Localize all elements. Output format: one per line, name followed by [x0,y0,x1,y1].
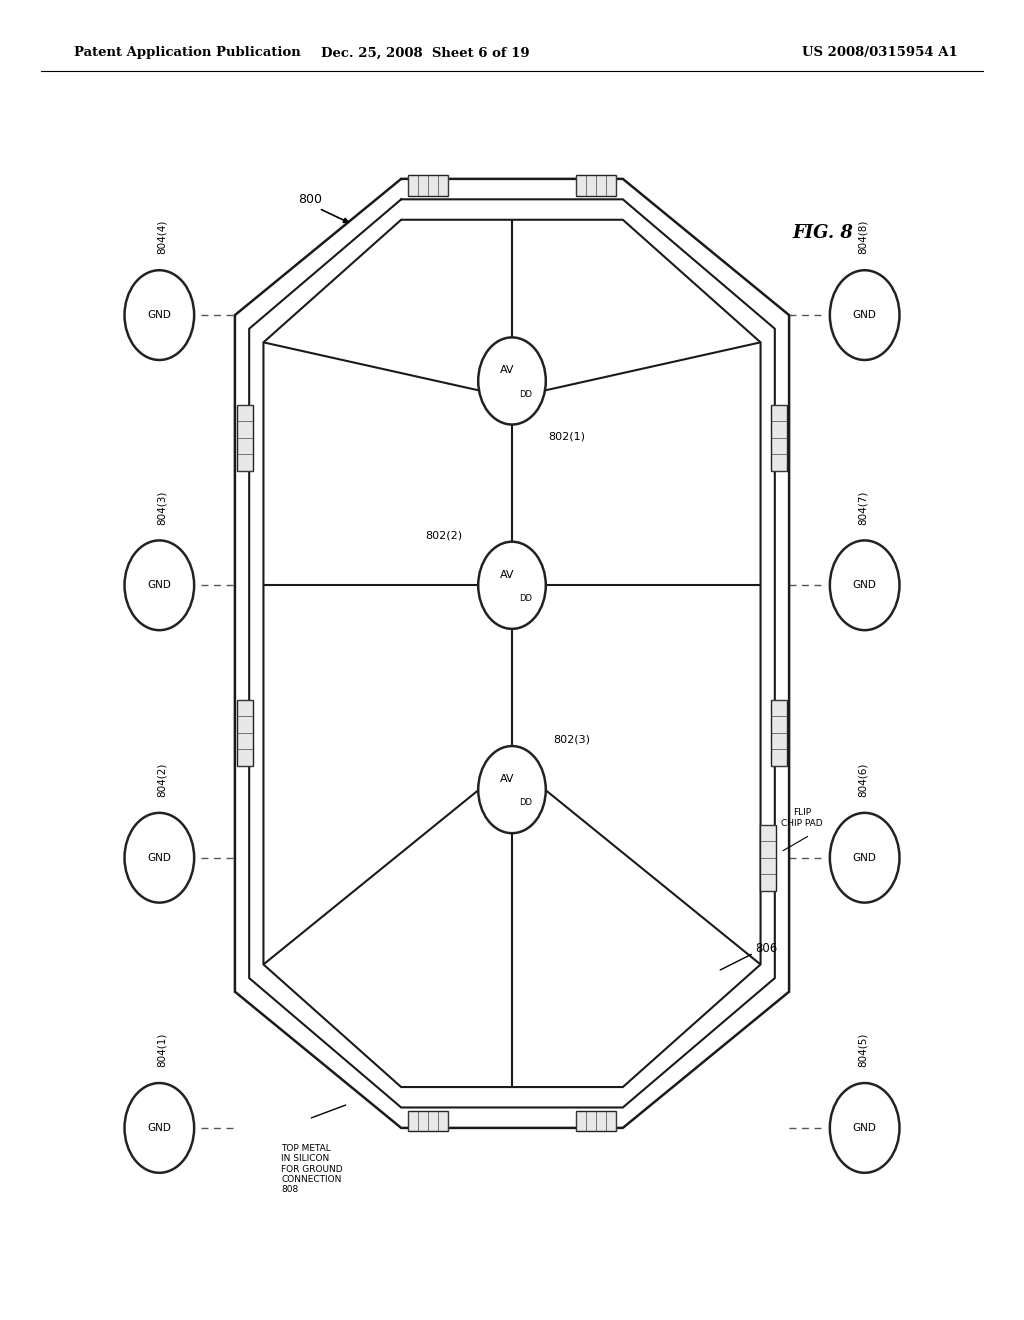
Text: GND: GND [147,1123,171,1133]
Text: FLIP
CHIP PAD: FLIP CHIP PAD [781,808,822,828]
Text: FIG. 8: FIG. 8 [793,224,853,243]
Circle shape [478,541,546,628]
Text: AV: AV [500,570,514,579]
Circle shape [478,746,546,833]
Text: 802(2): 802(2) [425,531,462,540]
Circle shape [125,271,195,360]
Text: TOP METAL
IN SILICON
FOR GROUND
CONNECTION
808: TOP METAL IN SILICON FOR GROUND CONNECTI… [281,1144,343,1195]
Circle shape [829,271,899,360]
Text: Patent Application Publication: Patent Application Publication [74,46,300,59]
Circle shape [125,813,195,903]
Text: 802(1): 802(1) [548,432,585,441]
Text: 804(2): 804(2) [157,763,166,797]
Text: DD: DD [519,799,531,808]
Text: DD: DD [519,594,531,603]
Circle shape [125,540,195,630]
Text: 802(3): 802(3) [553,734,590,744]
Text: 800: 800 [298,193,323,206]
Text: 804(3): 804(3) [157,490,166,524]
Text: 804(1): 804(1) [157,1032,166,1067]
Bar [408,1111,449,1131]
Text: 806: 806 [756,942,778,956]
Text: 804(8): 804(8) [858,220,867,255]
Circle shape [829,540,899,630]
Text: GND: GND [853,1123,877,1133]
Text: US 2008/0315954 A1: US 2008/0315954 A1 [802,46,957,59]
Text: Dec. 25, 2008  Sheet 6 of 19: Dec. 25, 2008 Sheet 6 of 19 [321,46,529,59]
Text: 804(5): 804(5) [858,1032,867,1067]
Circle shape [829,1082,899,1172]
Circle shape [478,338,546,425]
Text: DD: DD [519,389,531,399]
Bar [237,405,253,471]
Bar [771,700,787,766]
Circle shape [829,813,899,903]
Text: GND: GND [147,581,171,590]
Bar [408,176,449,195]
Text: 804(7): 804(7) [858,490,867,524]
Bar [760,825,776,891]
Bar [575,176,616,195]
Text: AV: AV [500,774,514,784]
Bar [575,1111,616,1131]
Text: GND: GND [147,853,171,863]
Text: AV: AV [500,366,514,375]
Circle shape [125,1082,195,1172]
Text: GND: GND [853,853,877,863]
Text: GND: GND [853,310,877,321]
Text: GND: GND [853,581,877,590]
Bar [237,700,253,766]
Text: 804(6): 804(6) [858,763,867,797]
Bar [771,405,787,471]
Text: GND: GND [147,310,171,321]
Text: 804(4): 804(4) [157,220,166,255]
